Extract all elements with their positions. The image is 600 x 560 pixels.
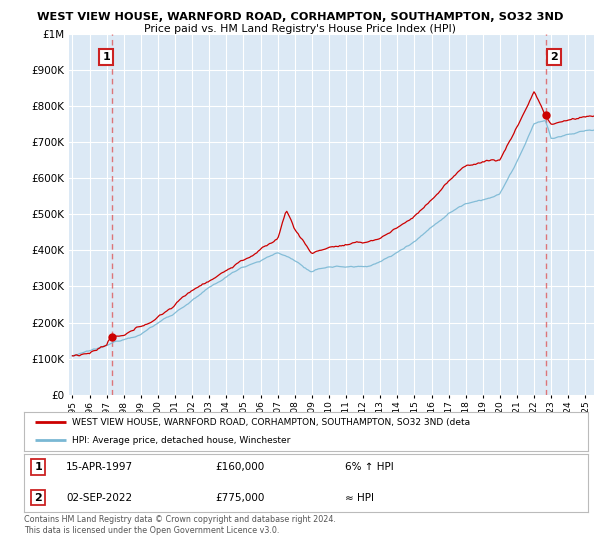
Text: £775,000: £775,000: [216, 493, 265, 503]
Text: ≈ HPI: ≈ HPI: [346, 493, 374, 503]
Text: Price paid vs. HM Land Registry's House Price Index (HPI): Price paid vs. HM Land Registry's House …: [144, 24, 456, 34]
Text: WEST VIEW HOUSE, WARNFORD ROAD, CORHAMPTON, SOUTHAMPTON, SO32 3ND: WEST VIEW HOUSE, WARNFORD ROAD, CORHAMPT…: [37, 12, 563, 22]
Text: WEST VIEW HOUSE, WARNFORD ROAD, CORHAMPTON, SOUTHAMPTON, SO32 3ND (deta: WEST VIEW HOUSE, WARNFORD ROAD, CORHAMPT…: [72, 418, 470, 427]
Text: 6% ↑ HPI: 6% ↑ HPI: [346, 462, 394, 472]
Text: Contains HM Land Registry data © Crown copyright and database right 2024.
This d: Contains HM Land Registry data © Crown c…: [24, 515, 336, 535]
Text: 1: 1: [34, 462, 42, 472]
Text: 02-SEP-2022: 02-SEP-2022: [66, 493, 133, 503]
Text: HPI: Average price, detached house, Winchester: HPI: Average price, detached house, Winc…: [72, 436, 290, 445]
Text: 2: 2: [550, 52, 558, 62]
Text: £160,000: £160,000: [216, 462, 265, 472]
Text: 2: 2: [34, 493, 42, 503]
Text: 1: 1: [103, 52, 110, 62]
Text: 15-APR-1997: 15-APR-1997: [66, 462, 133, 472]
